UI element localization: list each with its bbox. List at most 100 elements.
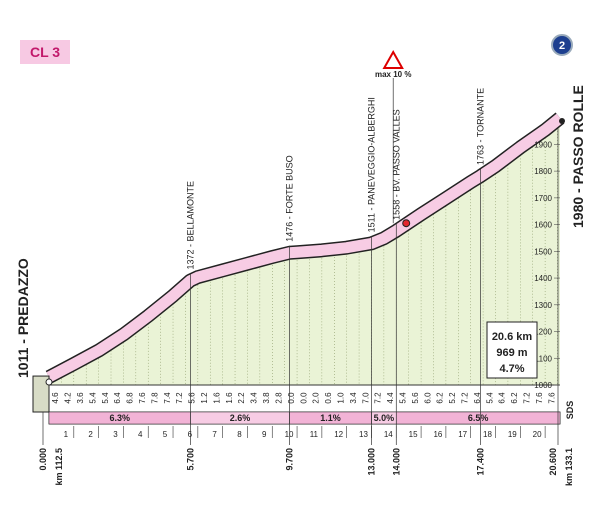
start-wall — [32, 375, 50, 413]
stage-icon — [551, 34, 573, 56]
summary-line: 20.6 km — [492, 331, 533, 343]
km-gradient: 6.2 — [510, 392, 519, 404]
max-gradient-dot — [402, 219, 411, 228]
start-dot — [45, 378, 53, 386]
km-gradient: 1.6 — [212, 392, 221, 404]
km-gradient: 6.4 — [498, 392, 507, 404]
km-gradient: 5.4 — [398, 392, 407, 404]
y-tick-label: 1000 — [534, 381, 552, 390]
landmark-km: 14.000 — [391, 448, 401, 476]
km-gradient: 5.6 — [411, 392, 420, 404]
km-gradient: 0.0 — [299, 392, 308, 404]
km-gradient: 7.6 — [547, 392, 556, 404]
km-gradient: 3.6 — [76, 392, 85, 404]
km-gradient: 5.4 — [485, 392, 494, 404]
landmark-km: 5.700 — [185, 448, 195, 471]
x-tick-label: 15 — [409, 430, 418, 439]
km-gradient: 3.4 — [250, 392, 259, 404]
finish-km: 20.600 — [548, 448, 558, 476]
km-gradient: 4.2 — [64, 392, 73, 404]
landmark-km: 17.400 — [476, 448, 486, 476]
summary-line: 969 m — [496, 347, 527, 359]
km-gradient: 6.4 — [473, 392, 482, 404]
km-gradient: 5.2 — [448, 392, 457, 404]
x-tick-label: 3 — [113, 430, 118, 439]
y-tick-label: 1500 — [534, 247, 552, 256]
km-gradient: 6.0 — [423, 392, 432, 404]
profile-area — [49, 123, 560, 385]
x-tick-label: 9 — [262, 430, 267, 439]
stage-icon-label: 2 — [559, 40, 565, 52]
badge: CL 3 — [30, 44, 60, 60]
finish-total: km 133.1 — [564, 448, 574, 486]
km-gradient: 0.6 — [324, 392, 333, 404]
km-gradient: 4.4 — [386, 392, 395, 404]
y-tick-label: 1900 — [534, 140, 552, 149]
section-label: 6.5% — [468, 413, 489, 423]
landmark-label: 1511 - PANEVEGGIO-ALBERGHI — [366, 97, 376, 232]
x-tick-label: 8 — [237, 430, 242, 439]
landmark-label: 1763 - TORNANTE — [476, 88, 486, 165]
x-tick-label: 1 — [64, 430, 69, 439]
km-gradient: 6.4 — [113, 392, 122, 404]
finish-label: 1980 - PASSO ROLLE — [570, 85, 586, 228]
x-tick-label: 13 — [359, 430, 368, 439]
landmark-label: 1476 - FORTE BUSO — [285, 155, 295, 241]
km-gradient: 5.4 — [101, 392, 110, 404]
y-tick-label: 1200 — [534, 328, 552, 337]
start-label: 1011 - PREDAZZO — [15, 258, 31, 378]
x-tick-label: 18 — [483, 430, 492, 439]
km-gradient: 7.2 — [523, 392, 532, 404]
warning-sign — [382, 49, 404, 69]
km-gradient: 6.2 — [436, 392, 445, 404]
x-tick-label: 12 — [334, 430, 343, 439]
km-gradient: 2.0 — [312, 392, 321, 404]
x-tick-label: 11 — [310, 430, 319, 439]
summary-line: 4.7% — [499, 363, 524, 375]
km-gradient: 7.6 — [535, 392, 544, 404]
start-km: 0.000 — [38, 448, 48, 471]
y-tick-label: 1300 — [534, 301, 552, 310]
y-tick-label: 1100 — [535, 354, 553, 363]
max-gradient-label: max 10 % — [375, 70, 411, 79]
x-tick-label: 5 — [163, 430, 168, 439]
y-tick-label: 1600 — [534, 221, 552, 230]
landmark-km: 9.700 — [285, 448, 295, 471]
profile-ribbon — [46, 113, 564, 382]
x-tick-label: 20 — [533, 430, 542, 439]
km-gradient: 1.0 — [336, 392, 345, 404]
km-gradient: 5.6 — [188, 392, 197, 404]
km-gradient: 1.2 — [200, 392, 209, 404]
y-tick-label: 1800 — [534, 167, 552, 176]
finish-dot — [559, 118, 565, 124]
km-gradient: 7.0 — [361, 392, 370, 404]
landmark-label: 1558 - BV. PASSO VALLES — [391, 109, 401, 219]
x-tick-label: 7 — [212, 430, 217, 439]
km-gradient: 6.8 — [126, 392, 135, 404]
section-label: 2.6% — [230, 413, 251, 423]
km-gradient: 1.6 — [225, 392, 234, 404]
x-tick-label: 2 — [88, 430, 93, 439]
km-gradient: 3.8 — [262, 392, 271, 404]
km-gradient: 7.2 — [175, 392, 184, 404]
start-total: km 112.5 — [54, 448, 64, 486]
x-tick-label: 14 — [384, 430, 393, 439]
km-gradient: 4.6 — [51, 392, 60, 404]
landmark-km: 13.000 — [366, 448, 376, 476]
x-tick-label: 4 — [138, 430, 143, 439]
section-label: 5.0% — [374, 413, 395, 423]
y-tick-label: 1700 — [534, 194, 552, 203]
summary-box — [486, 321, 538, 379]
landmark-label: 1372 - BELLAMONTE — [185, 181, 195, 270]
km-gradient: 2.8 — [274, 392, 283, 404]
km-gradient: 7.4 — [163, 392, 172, 404]
x-tick-label: 17 — [458, 430, 467, 439]
km-gradient: 7.2 — [460, 392, 469, 404]
km-gradient: 7.6 — [138, 392, 147, 404]
x-tick-label: 19 — [508, 430, 517, 439]
km-gradient: 0.0 — [287, 392, 296, 404]
km-gradient: 7.8 — [150, 392, 159, 404]
km-gradient: 5.4 — [88, 392, 97, 404]
x-tick-label: 16 — [433, 430, 442, 439]
